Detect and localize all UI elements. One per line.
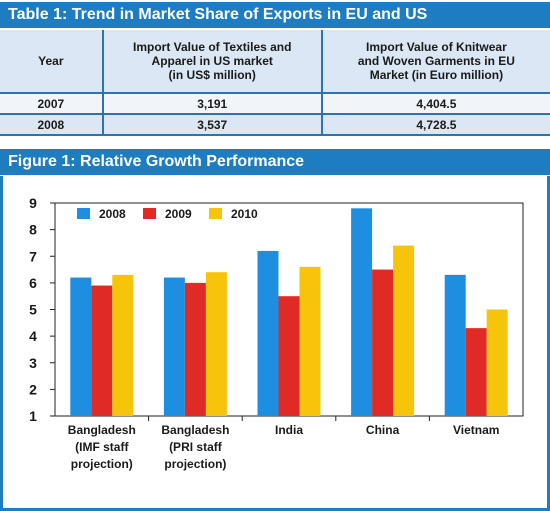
table-row: 2007 3,191 4,404.5 xyxy=(0,92,550,114)
bar-2008 xyxy=(444,274,466,416)
bar-2009 xyxy=(184,282,206,416)
category-label: (IMF staff xyxy=(75,440,129,454)
category-label: Vietnam xyxy=(453,423,499,437)
row-year: 2008 xyxy=(0,113,103,136)
figure-title: Figure 1: Relative Growth Performance xyxy=(0,149,550,175)
legend-swatch xyxy=(143,208,156,219)
bar-2010 xyxy=(393,245,415,416)
header-line: (in US$ million) xyxy=(168,68,256,82)
header-line: Apparel in US market xyxy=(151,54,273,68)
table-header-row: Year Import Value of Textiles and Apparel… xyxy=(0,30,550,93)
y-tick-label: 7 xyxy=(29,248,37,264)
y-tick-label: 1 xyxy=(29,408,37,424)
y-tick-label: 3 xyxy=(29,355,37,371)
category-label: Bangladesh xyxy=(68,423,136,437)
legend-label: 2008 xyxy=(99,207,126,221)
header-line: Year xyxy=(38,54,64,68)
y-tick-label: 2 xyxy=(29,381,37,397)
bar-2009 xyxy=(465,328,487,416)
category-label: Bangladesh xyxy=(161,423,229,437)
row-eu-value: 4,728.5 xyxy=(320,113,550,136)
bar-2010 xyxy=(205,272,227,416)
row-us-value: 3,537 xyxy=(101,113,322,136)
category-label: India xyxy=(275,423,303,437)
bar-2008 xyxy=(257,250,279,416)
header-line: and Woven Garments in EU xyxy=(357,54,515,68)
market-share-table: Year Import Value of Textiles and Apparel… xyxy=(0,30,550,136)
table-title: Table 1: Trend in Market Share of Export… xyxy=(0,2,550,28)
chart-frame: 1 2 3 4 5 6 7 8 9 Bangladesh (IMF staff projection)… xyxy=(0,176,550,511)
header-eu-import: Import Value of Knitwear and Woven Garmen… xyxy=(320,30,550,93)
legend-label: 2010 xyxy=(231,207,258,221)
bar-2008 xyxy=(70,277,92,416)
growth-bar-chart: 1 2 3 4 5 6 7 8 9 Bangladesh (IMF staff projection)… xyxy=(29,195,524,471)
header-line: Import Value of Knitwear xyxy=(366,40,507,54)
category-label: projection) xyxy=(164,457,226,471)
y-tick-label: 5 xyxy=(29,302,37,318)
bar-2010 xyxy=(299,266,321,416)
category-label: China xyxy=(366,423,400,437)
bar-2009 xyxy=(372,269,394,416)
row-eu-value: 4,404.5 xyxy=(320,92,550,114)
legend-swatch xyxy=(209,208,222,219)
legend-label: 2009 xyxy=(165,207,192,221)
category-label: (PRI staff xyxy=(169,440,223,454)
y-tick-label: 4 xyxy=(29,328,37,344)
header-us-import: Import Value of Textiles and Apparel in U… xyxy=(101,30,322,93)
bar-2008 xyxy=(163,277,185,416)
header-line: Import Value of Textiles and xyxy=(132,40,292,54)
row-us-value: 3,191 xyxy=(101,92,322,114)
bar-2009 xyxy=(91,285,113,416)
y-tick-label: 8 xyxy=(29,222,37,238)
category-label: projection) xyxy=(71,457,133,471)
bar-2008 xyxy=(351,208,373,416)
bar-2010 xyxy=(112,274,134,416)
table-row: 2008 3,537 4,728.5 xyxy=(0,113,550,136)
row-year: 2007 xyxy=(0,92,103,114)
bar-2009 xyxy=(278,296,300,416)
bar-2010 xyxy=(486,309,508,416)
legend-swatch xyxy=(77,208,90,219)
y-tick-label: 9 xyxy=(29,195,37,211)
header-line: Market (in Euro million) xyxy=(369,68,504,82)
y-tick-label: 6 xyxy=(29,275,37,291)
header-year: Year xyxy=(0,30,103,93)
